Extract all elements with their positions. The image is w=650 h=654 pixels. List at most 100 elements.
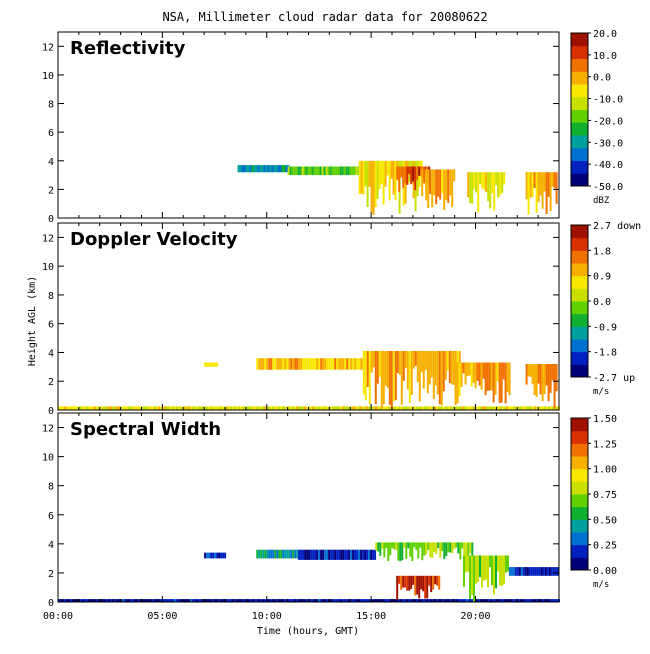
data-cell-2-0: [550, 599, 552, 602]
data-cell-1-0: [226, 406, 228, 410]
data-cell-1-0: [556, 406, 558, 410]
data-cell-1-4: [490, 362, 493, 391]
data-cell-1-0: [258, 406, 260, 410]
data-cell-2-1: [204, 552, 207, 559]
data-cell-0-4: [425, 169, 428, 201]
data-cell-2-0: [450, 599, 452, 602]
data-cell-0-1: [319, 166, 322, 176]
data-cell-2-3: [354, 549, 357, 560]
data-cell-2-6: [479, 555, 481, 578]
data-cell-1-0: [408, 406, 410, 410]
data-cell-2-5: [426, 575, 429, 599]
data-cell-1-3: [378, 351, 381, 377]
colorbar-band-1: [571, 364, 588, 378]
data-cell-0-4: [439, 169, 442, 200]
data-cell-2-0: [128, 599, 130, 602]
data-cell-1-4: [482, 362, 485, 379]
data-cell-1-5: [555, 364, 558, 392]
data-cell-2-0: [202, 599, 204, 602]
data-cell-0-2: [394, 160, 397, 201]
data-cell-2-3: [370, 549, 373, 560]
data-cell-2-0: [218, 599, 220, 602]
data-cell-1-0: [290, 406, 292, 410]
colorbar-band-2: [571, 557, 588, 571]
data-cell-2-0: [510, 599, 512, 602]
data-cell-1-3: [430, 351, 433, 378]
data-cell-2-2: [270, 549, 273, 559]
data-cell-2-0: [336, 599, 338, 602]
data-cell-2-0: [456, 599, 458, 602]
data-cell-1-2: [260, 358, 263, 370]
colorbar-band-0: [571, 58, 588, 72]
data-cell-1-0: [262, 406, 264, 410]
data-cell-2-0: [110, 599, 112, 602]
data-cell-1-0: [188, 406, 190, 410]
data-cell-0-1: [287, 166, 290, 176]
data-cell-2-7: [524, 567, 527, 576]
colorbar-tick-label-2: 1.25: [593, 439, 617, 450]
data-cell-2-2: [294, 549, 297, 559]
data-cell-0-1: [341, 166, 344, 176]
data-cell-1-0: [218, 406, 220, 410]
data-cell-2-0: [244, 599, 246, 602]
data-cell-1-5: [535, 364, 538, 397]
data-cell-2-0: [544, 599, 546, 602]
data-cell-1-0: [512, 406, 514, 410]
data-cell-0-2: [376, 160, 379, 199]
data-cell-1-0: [418, 406, 420, 410]
data-cell-1-0: [548, 406, 550, 410]
data-cell-2-6: [495, 555, 497, 589]
data-cell-1-3: [396, 351, 399, 374]
data-cell-1-0: [268, 406, 270, 410]
data-cell-2-5: [438, 575, 441, 590]
data-cell-0-5: [483, 172, 486, 190]
data-cell-1-2: [342, 358, 345, 370]
data-cell-1-4: [476, 362, 479, 381]
data-cell-2-3: [328, 549, 331, 560]
data-cell-1-0: [324, 406, 326, 410]
data-cell-0-0: [285, 165, 288, 173]
data-cell-2-0: [512, 599, 514, 602]
data-cell-1-0: [492, 406, 494, 410]
data-cell-2-2: [292, 549, 295, 559]
data-cell-2-0: [400, 599, 402, 602]
data-cell-0-1: [327, 166, 330, 176]
data-cell-2-7: [538, 567, 541, 576]
data-cell-1-0: [174, 406, 176, 410]
data-cell-1-0: [364, 406, 366, 410]
data-cell-1-0: [136, 406, 138, 410]
data-cell-2-0: [434, 599, 436, 602]
data-cell-1-0: [360, 406, 362, 410]
data-cell-2-0: [138, 599, 140, 602]
data-cell-2-0: [448, 599, 450, 602]
data-cell-2-4: [433, 542, 436, 553]
data-cell-2-6: [475, 555, 477, 584]
panel-2-data: [58, 542, 560, 602]
data-cell-2-2: [260, 549, 263, 559]
y-tick-label-1: 4: [48, 348, 54, 359]
data-cell-2-0: [70, 599, 72, 602]
data-cell-2-0: [444, 599, 446, 602]
data-cell-1-2: [304, 358, 307, 370]
data-cell-2-4: [461, 542, 464, 549]
data-cell-1-0: [536, 406, 538, 410]
data-cell-2-6: [487, 555, 489, 588]
data-cell-0-1: [289, 166, 292, 176]
data-cell-2-3: [360, 549, 363, 560]
data-cell-0-1: [305, 166, 308, 176]
data-cell-0-6: [537, 172, 540, 203]
data-cell-1-0: [152, 406, 154, 410]
data-cell-1-0: [368, 406, 370, 410]
data-cell-2-3: [336, 549, 339, 560]
data-cell-1-3: [382, 351, 385, 405]
data-cell-2-0: [528, 599, 530, 602]
data-cell-1-3: [376, 351, 379, 384]
data-cell-2-0: [254, 599, 256, 602]
data-cell-2-5: [434, 575, 437, 585]
y-tick-label-1: 10: [42, 262, 54, 273]
data-cell-2-0: [86, 599, 88, 602]
data-cell-1-0: [126, 406, 128, 410]
data-cell-2-0: [372, 599, 374, 602]
data-cell-2-0: [320, 599, 322, 602]
data-cell-0-0: [259, 165, 262, 173]
